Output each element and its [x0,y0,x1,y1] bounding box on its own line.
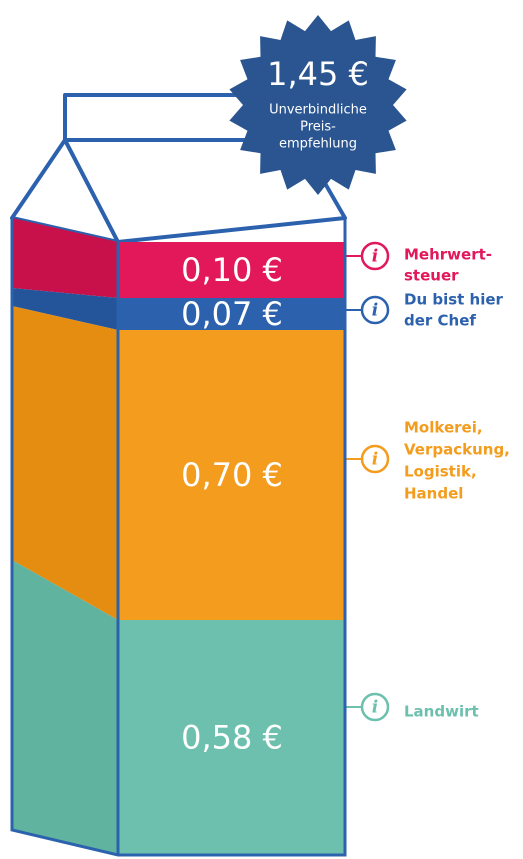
segment-label: Handel [404,485,463,503]
carton-front-segment [118,330,345,620]
segment-label: Mehrwert- [404,246,492,264]
price-badge: 1,45 € Unverbindliche Preis- empfehlung [229,15,407,195]
badge-text: Preis- [300,120,336,135]
info-icon [360,241,390,271]
badge-star [229,15,407,195]
segment-label: steuer [404,267,459,285]
info-icon-i: i [372,247,378,267]
segment-price: 0,07 € [181,295,283,333]
segment-price: 0,70 € [181,456,283,494]
segment-label: Du bist hier [404,291,504,309]
segment-label: der Chef [404,312,476,330]
total-price: 1,45 € [267,55,369,93]
segment-price: 0,58 € [181,719,283,757]
info-icon [360,444,390,474]
badge-text: empfehlung [279,137,357,152]
carton-side-segment [12,306,118,620]
info-icon-i: i [372,450,378,470]
badge-text: Unverbindliche [269,103,367,118]
segment-label: Molkerei, [404,419,483,437]
segment-label: Verpackung, [404,441,510,459]
carton-front-segment [118,242,345,298]
info-icon-i: i [372,301,378,321]
info-icon-i: i [372,698,378,718]
carton-front-segment [118,298,345,330]
carton-front-segment [118,620,345,855]
carton-side-segment [12,560,118,855]
segment-price: 0,10 € [181,251,283,289]
segment-label: Landwirt [404,703,479,721]
info-icon [360,295,390,325]
info-icon [360,692,390,722]
segment-label: Logistik, [404,463,477,481]
carton-side-segment [12,288,118,330]
carton-side-segment [12,218,118,298]
carton-body: 0,10 € i Mehrwert-steuer 0,07 € i Du bist hie… [10,218,510,857]
